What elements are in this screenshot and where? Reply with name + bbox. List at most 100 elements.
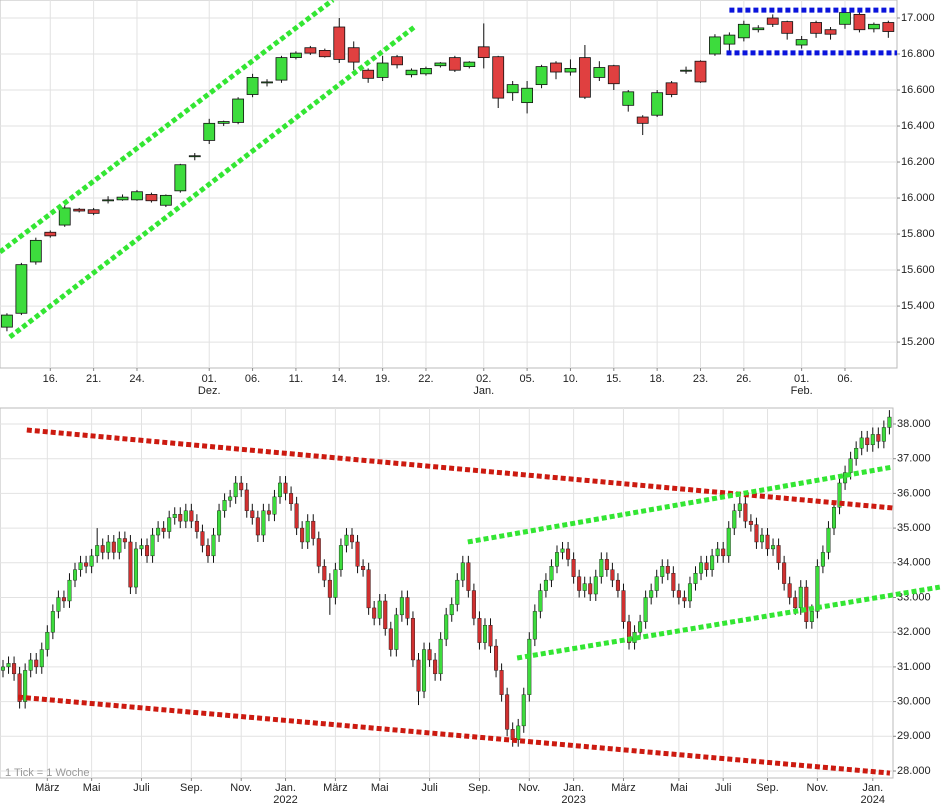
candle-body bbox=[571, 559, 576, 577]
x-tick-label: März bbox=[323, 782, 347, 794]
candle-body bbox=[448, 57, 461, 71]
candle-body bbox=[765, 534, 770, 550]
candle-body bbox=[754, 524, 759, 543]
candle-body bbox=[787, 583, 792, 598]
candle-body bbox=[638, 621, 643, 633]
candle-body bbox=[333, 569, 338, 598]
x-tick-sublabel: 2024 bbox=[861, 794, 885, 805]
candle-body bbox=[255, 517, 260, 536]
candle-body bbox=[651, 92, 664, 116]
x-tick-label: 01. bbox=[202, 373, 217, 385]
candle-body bbox=[394, 614, 399, 650]
y-tick-label: 35.000 bbox=[897, 522, 931, 534]
x-tick-label: 15. bbox=[606, 373, 621, 385]
candle-body bbox=[743, 503, 748, 522]
candle-body bbox=[870, 434, 875, 446]
candle-body bbox=[239, 482, 244, 491]
candle-body bbox=[159, 194, 172, 206]
candle-body bbox=[824, 29, 837, 35]
candle-body bbox=[427, 649, 432, 661]
y-tick-label: 15.800 bbox=[901, 228, 935, 240]
x-tick-label: März bbox=[35, 782, 59, 794]
candle-body bbox=[78, 562, 83, 570]
candle-body bbox=[44, 231, 57, 237]
candle-body bbox=[826, 527, 831, 553]
candle-body bbox=[815, 566, 820, 612]
candle-body bbox=[463, 61, 476, 68]
x-tick-sublabel: Feb. bbox=[791, 385, 813, 397]
candle-body bbox=[410, 618, 415, 661]
x-tick-label: 21. bbox=[86, 373, 101, 385]
candle-body bbox=[174, 164, 187, 192]
candle-body bbox=[781, 21, 794, 34]
candle-body bbox=[737, 23, 750, 39]
candle-body bbox=[322, 566, 327, 581]
candle-body bbox=[344, 534, 349, 546]
candle-body bbox=[715, 548, 720, 557]
candle-body bbox=[704, 562, 709, 570]
y-tick-label: 32.000 bbox=[897, 626, 931, 638]
candle-body bbox=[17, 673, 22, 702]
y-tick-label: 37.000 bbox=[897, 453, 931, 465]
candle-body bbox=[867, 23, 880, 30]
candle-body bbox=[399, 597, 404, 616]
candle-body bbox=[311, 520, 316, 539]
candle-body bbox=[128, 541, 133, 588]
candle-body bbox=[388, 628, 393, 650]
candle-body bbox=[178, 514, 183, 522]
candle-body bbox=[376, 62, 389, 78]
candle-body bbox=[203, 122, 216, 141]
candle-body bbox=[89, 555, 94, 567]
candle-body bbox=[492, 56, 505, 99]
x-tick-sublabel: Jan. bbox=[473, 385, 494, 397]
candle-body bbox=[106, 541, 111, 553]
candle-body bbox=[766, 17, 779, 25]
candle-body bbox=[246, 77, 259, 95]
x-tick-label: Juli bbox=[133, 782, 150, 794]
candle-body bbox=[139, 545, 144, 550]
candle-body bbox=[604, 559, 609, 570]
candle-body bbox=[506, 84, 519, 94]
x-tick-label: Juli bbox=[421, 782, 438, 794]
candle-body bbox=[549, 566, 554, 581]
candle-body bbox=[405, 69, 418, 76]
candle-body bbox=[881, 427, 886, 442]
candle-body bbox=[355, 541, 360, 567]
candle-body bbox=[538, 590, 543, 612]
x-tick-label: Mai bbox=[670, 782, 688, 794]
candle-body bbox=[172, 514, 177, 518]
x-tick-label: 01. bbox=[794, 373, 809, 385]
candle-body bbox=[737, 503, 742, 511]
candle-body bbox=[582, 583, 587, 591]
x-tick-label: Sep. bbox=[180, 782, 203, 794]
candle-body bbox=[615, 579, 620, 591]
x-tick-label: Jan. bbox=[563, 782, 584, 794]
x-tick-label: März bbox=[611, 782, 635, 794]
candle-body bbox=[183, 510, 188, 522]
candle-body bbox=[233, 482, 238, 498]
candle-body bbox=[272, 496, 277, 515]
candle-body bbox=[654, 576, 659, 591]
candle-body bbox=[261, 81, 273, 84]
candle-body bbox=[362, 69, 375, 79]
candle-body bbox=[34, 659, 39, 668]
candle-body bbox=[699, 562, 704, 574]
candle-body bbox=[438, 638, 443, 675]
candle-body bbox=[610, 569, 615, 581]
candle-body bbox=[676, 590, 681, 598]
plot-area bbox=[0, 0, 898, 369]
candle-body bbox=[416, 659, 421, 692]
candle-body bbox=[693, 573, 698, 584]
candle-body bbox=[205, 545, 210, 557]
candle-body bbox=[338, 545, 343, 570]
candle-body bbox=[471, 590, 476, 619]
candle-body bbox=[116, 196, 129, 201]
x-tick-label: 19. bbox=[375, 373, 390, 385]
candle-body bbox=[709, 36, 721, 55]
candle-body bbox=[350, 534, 355, 543]
candle-body bbox=[550, 62, 562, 73]
candle-body bbox=[327, 579, 332, 598]
candle-body bbox=[434, 62, 447, 67]
candle-body bbox=[316, 538, 321, 567]
plot-area bbox=[0, 407, 894, 779]
